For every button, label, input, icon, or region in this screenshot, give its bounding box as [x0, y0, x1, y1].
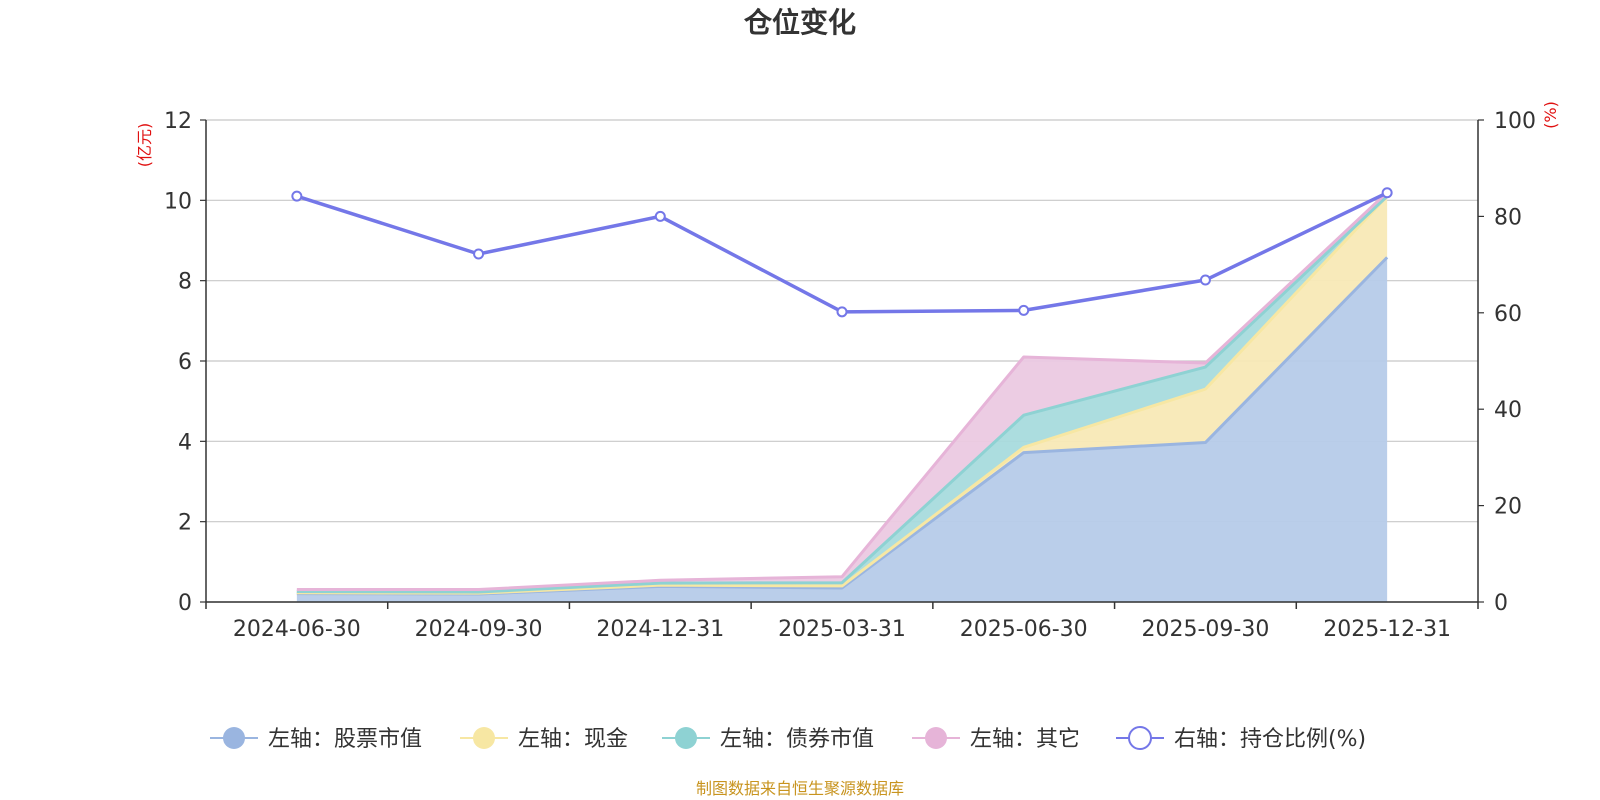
right-tick-label: 100 — [1494, 109, 1536, 134]
legend-label: 左轴：股票市值 — [268, 727, 422, 752]
ratio-point — [291, 190, 303, 202]
legend-item[interactable]: 左轴：债券市值 — [662, 727, 874, 752]
ratio-point — [1199, 274, 1211, 286]
x-tick-label: 2024-09-30 — [415, 617, 543, 642]
ratio-point — [836, 306, 848, 318]
x-tick-label: 2025-06-30 — [960, 617, 1088, 642]
right-tick-label: 60 — [1494, 302, 1522, 327]
left-tick-label: 10 — [164, 189, 192, 214]
left-tick-label: 6 — [178, 350, 192, 375]
x-tick-label: 2025-12-31 — [1323, 617, 1451, 642]
left-tick-label: 2 — [178, 511, 192, 536]
right-tick-label: 20 — [1494, 495, 1522, 520]
left-tick-label: 4 — [178, 430, 192, 455]
legend-item[interactable]: 左轴：现金 — [460, 727, 628, 752]
legend-label: 左轴：债券市值 — [720, 727, 874, 752]
left-tick-label: 12 — [164, 109, 192, 134]
legend-marker — [675, 727, 697, 749]
left-tick-label: 0 — [178, 591, 192, 616]
area-edge-3 — [296, 195, 1389, 594]
ratio-line — [291, 187, 1393, 318]
x-tick-label: 2025-09-30 — [1141, 617, 1269, 642]
area-3 — [296, 196, 1388, 594]
source-note: 制图数据来自恒生聚源数据库 — [696, 779, 904, 798]
right-axis-unit: (%) — [1541, 101, 1560, 129]
x-tick-label: 2024-06-30 — [233, 617, 361, 642]
ratio-point — [473, 248, 485, 260]
x-tick-label: 2024-12-31 — [596, 617, 724, 642]
left-tick-label: 8 — [178, 270, 192, 295]
ratio-point — [1018, 304, 1030, 316]
area-edge-4 — [296, 191, 1389, 592]
left-axis-unit: (亿元) — [135, 123, 154, 168]
legend-label: 左轴：其它 — [970, 727, 1080, 752]
ratio-point — [1381, 187, 1393, 199]
legend-marker — [473, 727, 495, 749]
ratio-polyline — [296, 191, 1388, 314]
legend-item[interactable]: 右轴：持仓比例(%) — [1116, 726, 1366, 752]
legend-marker — [925, 727, 947, 749]
chart-title: 仓位变化 — [744, 6, 856, 39]
legend-marker — [223, 727, 245, 749]
right-tick-label: 0 — [1494, 591, 1508, 616]
legend-label: 左轴：现金 — [518, 727, 628, 752]
legend-item[interactable]: 左轴：股票市值 — [210, 727, 422, 752]
ratio-point — [654, 210, 666, 222]
right-tick-label: 80 — [1494, 205, 1522, 230]
axes: 0 2 4 6 8 10 12 0 20 40 60 80 100 2024-06-30 2024-09-3… — [164, 109, 1536, 642]
legend: 左轴：股票市值 左轴：现金 左轴：债券市值 左轴：其它 右轴：持仓比例(%) — [210, 726, 1366, 752]
stacked-areas — [296, 191, 1389, 602]
right-tick-label: 40 — [1494, 398, 1522, 423]
area-1 — [296, 257, 1388, 602]
legend-marker — [1128, 726, 1152, 750]
grid — [206, 119, 1478, 603]
legend-item[interactable]: 左轴：其它 — [912, 727, 1080, 752]
x-tick-label: 2025-03-31 — [778, 617, 906, 642]
legend-label: 右轴：持仓比例(%) — [1174, 727, 1366, 752]
